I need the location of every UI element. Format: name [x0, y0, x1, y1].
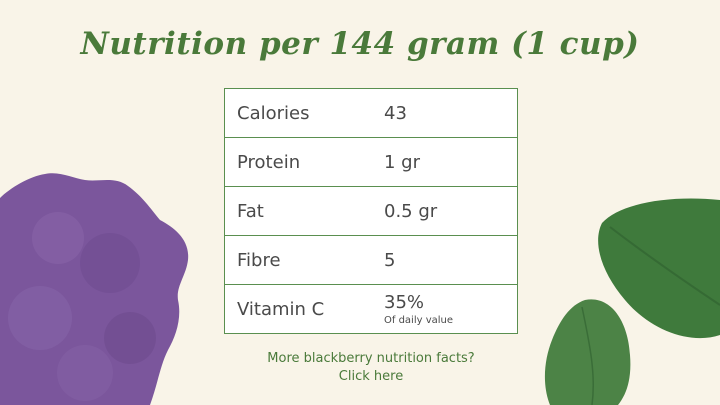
more-facts-link[interactable]: More blackberry nutrition facts? Click h… [0, 350, 720, 386]
nutrient-name: Fat [224, 186, 372, 236]
table-row: Calories 43 [224, 88, 518, 138]
nutrient-note: Of daily value [384, 315, 454, 326]
table-row: Vitamin C 35% Of daily value [224, 284, 518, 334]
nutrient-value: 35% [384, 292, 425, 313]
click-here-link[interactable]: Click here [338, 369, 404, 384]
table-row: Fat 0.5 gr [224, 186, 518, 236]
nutrient-value: 1 gr [372, 137, 518, 187]
leaf-illustration [544, 198, 720, 405]
page-title: Nutrition per 144 gram (1 cup) [80, 26, 640, 62]
more-facts-text: More blackberry nutrition facts? [267, 351, 475, 366]
nutrient-name: Vitamin C [224, 284, 372, 334]
blackberry-illustration [0, 173, 189, 405]
nutrient-name: Fibre [224, 235, 372, 285]
table-row: Protein 1 gr [224, 137, 518, 187]
nutrient-value: 0.5 gr [372, 186, 518, 236]
nutrient-value: 43 [372, 88, 518, 138]
table-row: Fibre 5 [224, 235, 518, 285]
nutrition-table: Calories 43 Protein 1 gr Fat 0.5 gr Fibr… [224, 88, 518, 334]
nutrient-value-cell: 35% Of daily value [372, 284, 518, 334]
nutrient-value: 5 [372, 235, 518, 285]
nutrient-name: Protein [224, 137, 372, 187]
nutrient-name: Calories [224, 88, 372, 138]
